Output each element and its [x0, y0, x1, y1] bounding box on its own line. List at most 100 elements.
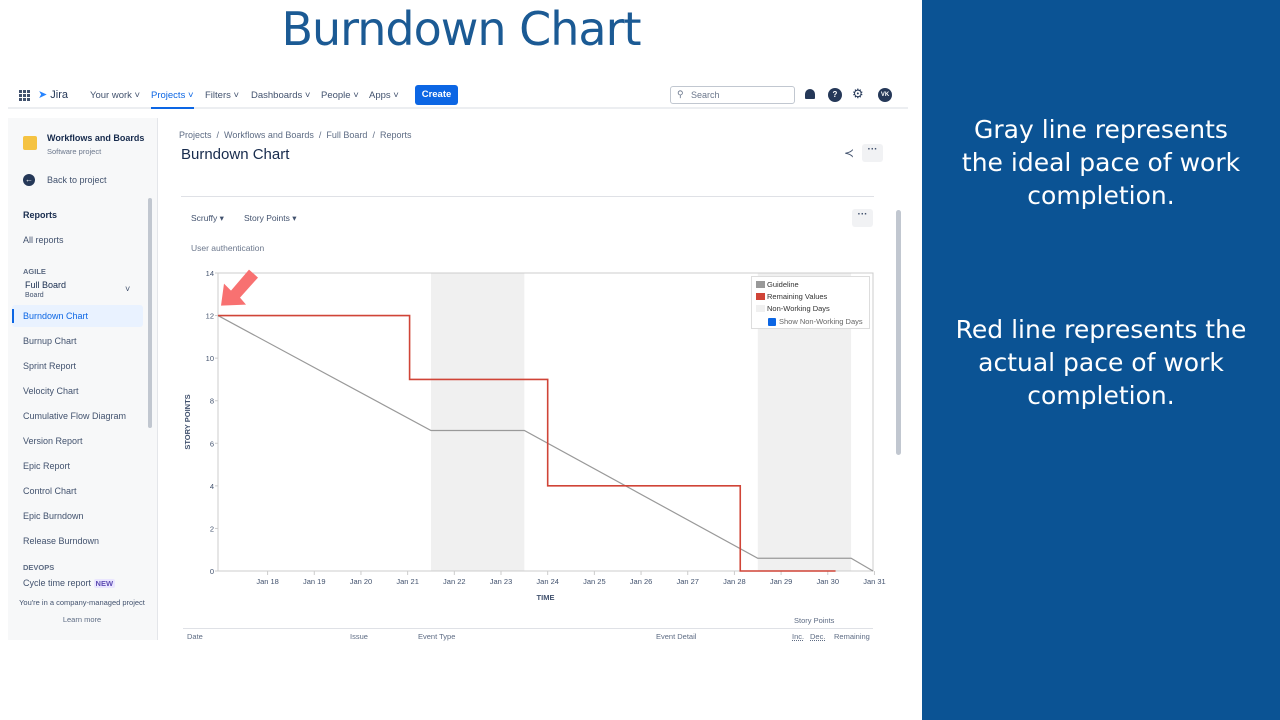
breadcrumb-project[interactable]: Workflows and Boards: [224, 130, 314, 140]
gear-icon[interactable]: ⚙: [852, 86, 864, 101]
series-line-remaining-values: [218, 314, 836, 572]
y-tick-label: 10: [206, 354, 214, 363]
help-icon[interactable]: ?: [828, 88, 842, 102]
board-type: Board: [25, 292, 44, 299]
sidebar-scrollbar[interactable]: [148, 198, 152, 428]
x-tick-label: Jan 22: [443, 577, 466, 586]
x-axis-label: TIME: [537, 593, 555, 602]
create-button[interactable]: Create: [415, 85, 458, 105]
non-working-band: [430, 273, 525, 571]
show-non-working-toggle[interactable]: Show Non-Working Days: [768, 317, 863, 327]
y-tick-label: 4: [210, 482, 214, 491]
back-arrow-icon: ←: [23, 174, 35, 186]
sidebar-item-release-burndown[interactable]: Release Burndown: [23, 536, 100, 546]
col-inc[interactable]: Inc.: [792, 632, 805, 641]
sidebar-item-velocity[interactable]: Velocity Chart: [23, 386, 79, 396]
y-tick-label: 2: [210, 524, 214, 533]
selected-indicator: [12, 305, 143, 327]
story-points-header: Story Points: [794, 616, 835, 625]
sidebar: Workflows and Boards Software project ← …: [8, 118, 158, 640]
x-tick-label: Jan 27: [676, 577, 699, 586]
jira-logo-icon: ➤: [38, 89, 48, 101]
main-scrollbar[interactable]: [896, 210, 901, 455]
y-axis-label: STORY POINTS: [183, 394, 192, 449]
sidebar-item-control[interactable]: Control Chart: [23, 486, 77, 496]
sidebar-item-epic-report[interactable]: Epic Report: [23, 461, 71, 471]
guideline-swatch: [756, 281, 765, 288]
more-actions-button[interactable]: ···: [862, 144, 883, 162]
col-event-type[interactable]: Event Type: [418, 632, 456, 641]
divider: [181, 196, 874, 197]
sidebar-item-version[interactable]: Version Report: [23, 436, 83, 446]
col-event-detail[interactable]: Event Detail: [656, 632, 697, 641]
x-tick-label: Jan 25: [583, 577, 606, 586]
sidebar-item-burndown[interactable]: Burndown Chart: [23, 311, 89, 321]
nav-apps[interactable]: Apps ˅: [369, 90, 399, 101]
sidebar-item-sprint[interactable]: Sprint Report: [23, 361, 77, 371]
company-managed-note: You're in a company-managed project: [19, 598, 145, 607]
col-remaining[interactable]: Remaining: [834, 632, 870, 641]
y-tick-label: 8: [210, 397, 214, 406]
burndown-chart: 0 2 4 6 8 10 12 14 Jan 18 Jan 19 Jan 20 Jan 21 Jan 2…: [183, 269, 886, 602]
all-reports-link[interactable]: All reports: [23, 235, 64, 245]
apps-grid-icon[interactable]: [19, 90, 30, 101]
sidebar-item-epic-burndown[interactable]: Epic Burndown: [23, 511, 84, 521]
search-icon: ⚲: [677, 89, 684, 99]
logo-text: Jira: [50, 89, 69, 101]
chart-legend: Guideline Remaining Values Non-Working D…: [751, 276, 870, 329]
share-icon[interactable]: ≺: [844, 146, 855, 160]
x-tick-label: Jan 26: [630, 577, 653, 586]
devops-heading: DEVOPS: [23, 563, 55, 572]
estimate-filter-dropdown[interactable]: Story Points ▾: [244, 213, 297, 223]
x-tick-label: Jan 29: [770, 577, 793, 586]
legend-remaining: Remaining Values: [756, 292, 827, 302]
y-tick-label: 6: [210, 439, 214, 448]
search-input[interactable]: ⚲ Search: [670, 86, 795, 104]
project-name[interactable]: Workflows and Boards: [47, 133, 145, 143]
legend-guideline: Guideline: [756, 280, 799, 290]
sidebar-item-cfd[interactable]: Cumulative Flow Diagram: [23, 411, 127, 421]
bell-icon[interactable]: [805, 89, 815, 99]
col-dec[interactable]: Dec.: [810, 632, 826, 641]
series-line-guideline: [217, 315, 874, 572]
board-filter-dropdown[interactable]: Scruffy ▾: [191, 213, 224, 223]
y-tick-label: 12: [206, 312, 214, 321]
col-issue[interactable]: Issue: [350, 632, 368, 641]
arrow-annotation: [221, 269, 258, 306]
sidebar-item-burnup[interactable]: Burnup Chart: [23, 336, 77, 346]
remaining-swatch: [756, 293, 765, 300]
col-date[interactable]: Date: [187, 632, 203, 641]
x-tick-label: Jan 24: [536, 577, 559, 586]
x-tick-label: Jan 23: [490, 577, 513, 586]
x-tick-label: Jan 28: [723, 577, 746, 586]
nav-projects[interactable]: Projects ˅: [151, 90, 194, 109]
x-tick-label: Jan 30: [817, 577, 840, 586]
table-divider: [183, 628, 873, 629]
x-tick-label: Jan 31: [863, 577, 886, 586]
sidebar-item-cycle-time[interactable]: Cycle time report NEW: [23, 578, 116, 588]
page-title: Burndown Chart: [181, 146, 290, 163]
avatar[interactable]: VK: [878, 88, 892, 102]
breadcrumb-projects[interactable]: Projects: [179, 130, 212, 140]
note-guideline: Gray line represents the ideal pace of w…: [961, 115, 1241, 210]
top-nav: ➤ Jira Your work ˅ Projects ˅ Filters ˅ …: [8, 83, 908, 109]
project-type: Software project: [47, 147, 102, 156]
slide-title: Burndown Chart: [281, 2, 641, 56]
nav-your-work[interactable]: Your work ˅: [90, 90, 141, 101]
board-selector[interactable]: Full Board: [25, 280, 67, 290]
breadcrumb: Projects / Workflows and Boards / Full B…: [179, 130, 412, 140]
breadcrumb-reports[interactable]: Reports: [379, 130, 412, 140]
jira-logo[interactable]: ➤ Jira: [38, 88, 68, 101]
nav-people[interactable]: People ˅: [321, 90, 359, 101]
x-tick-label: Jan 19: [303, 577, 326, 586]
chart-options-button[interactable]: ···: [852, 209, 873, 227]
back-to-project[interactable]: Back to project: [47, 175, 107, 185]
chevron-down-icon[interactable]: ˅: [125, 284, 131, 294]
nav-dashboards[interactable]: Dashboards ˅: [251, 90, 311, 101]
checkbox-icon[interactable]: [768, 318, 776, 326]
nav-filters[interactable]: Filters ˅: [205, 90, 240, 101]
learn-more-link[interactable]: Learn more: [62, 615, 102, 624]
breadcrumb-board[interactable]: Full Board: [326, 130, 368, 140]
agile-heading: AGILE: [23, 267, 46, 276]
x-tick-label: Jan 18: [256, 577, 279, 586]
